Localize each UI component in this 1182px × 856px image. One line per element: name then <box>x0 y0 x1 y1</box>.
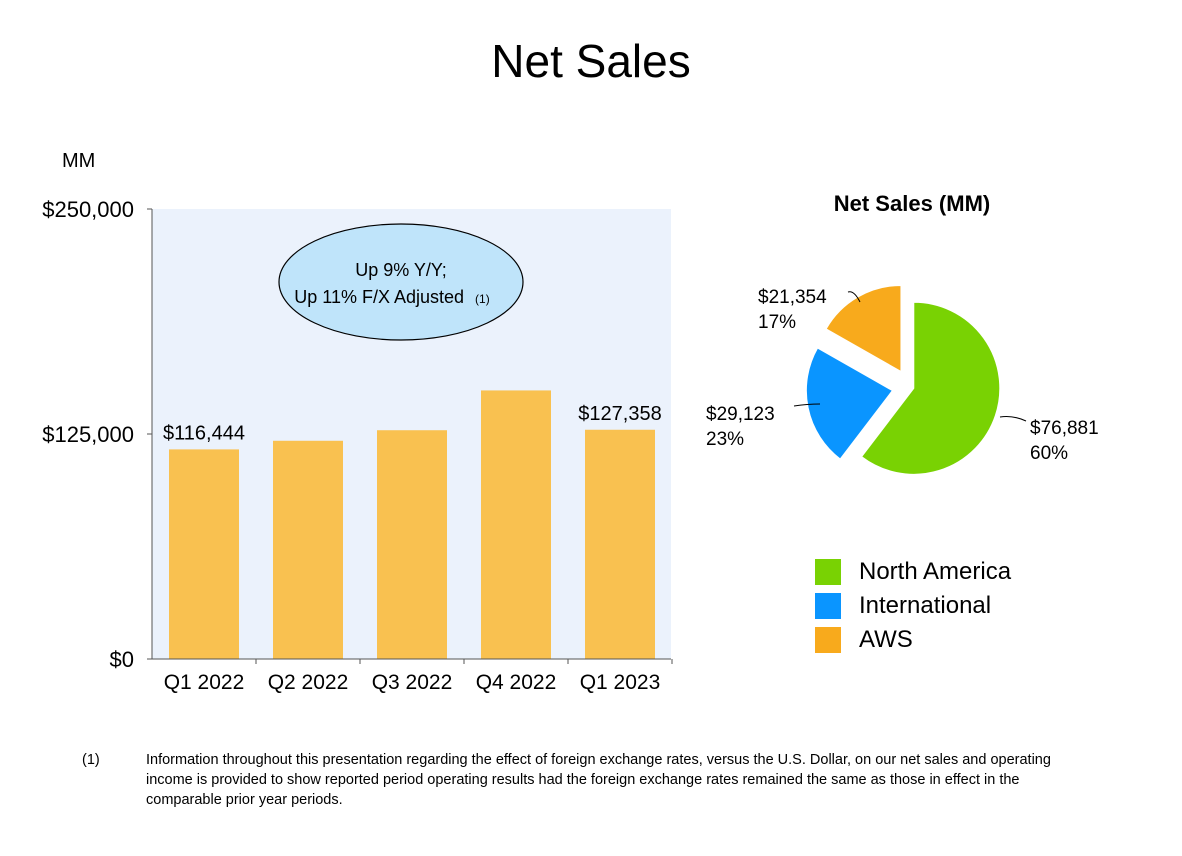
y-tick-label: $0 <box>110 647 134 672</box>
bar-q1-2022 <box>169 449 239 659</box>
annotation-ellipse <box>278 223 524 341</box>
legend-item-aws: AWS <box>815 623 1011 657</box>
pie-pct-label: 23% <box>706 429 744 450</box>
pie-slice-aws <box>825 284 902 373</box>
x-tick-label: Q1 2023 <box>580 671 661 694</box>
bar-chart: MM $0 $125,000 $250,000 Q1 2022 Q2 2022 Q3 2… <box>42 150 673 694</box>
pie-slice-international <box>805 347 894 460</box>
bar-data-label: $116,444 <box>163 422 245 444</box>
unit-label: MM <box>62 150 95 172</box>
pie-pct-label: 60% <box>1030 443 1068 464</box>
bar-q4-2022 <box>481 390 551 659</box>
pie-leader-line <box>847 291 861 303</box>
pie-value-label: $76,881 <box>1030 418 1099 439</box>
y-tick-label: $250,000 <box>42 197 134 222</box>
x-tick-label: Q2 2022 <box>268 671 349 694</box>
legend-swatch-north-america <box>815 559 841 585</box>
yoy-annotation: Up 9% Y/Y; Up 11% F/X Adjusted (1) <box>278 223 524 341</box>
footnote: (1) Information throughout this presenta… <box>82 750 1092 810</box>
legend-item-international: International <box>815 589 1011 623</box>
pie-chart: Net Sales (MM) $76,881 60% $29,123 23% $21,3… <box>706 191 1099 475</box>
bar-data-label: $127,358 <box>578 403 661 425</box>
bar-q2-2022 <box>273 440 343 659</box>
x-tick-label: Q3 2022 <box>372 671 453 694</box>
pie-title: Net Sales (MM) <box>834 191 990 216</box>
annotation-line-2: Up 11% F/X Adjusted (1) <box>294 287 489 307</box>
y-tick-label: $125,000 <box>42 422 134 447</box>
pie-slice-north-america <box>860 301 1001 475</box>
pie-leader-line <box>999 416 1027 422</box>
legend-swatch-international <box>815 593 841 619</box>
legend-label-aws: AWS <box>859 626 913 653</box>
pie-value-label: $29,123 <box>706 404 775 425</box>
bar-q1-2023 <box>585 429 655 659</box>
footnote-mark: (1) <box>82 752 100 768</box>
pie-value-label: $21,354 <box>758 287 827 308</box>
pie-legend: North America International AWS <box>815 555 1011 657</box>
footnote-text: Information throughout this presentation… <box>146 752 1051 808</box>
legend-item-north-america: North America <box>815 555 1011 589</box>
x-tick-label: Q4 2022 <box>476 671 557 694</box>
legend-label-international: International <box>859 592 992 619</box>
legend-label-north-america: North America <box>859 558 1012 585</box>
page-title: Net Sales <box>491 35 691 87</box>
pie-leader-line <box>793 403 821 407</box>
pie-pct-label: 17% <box>758 312 796 333</box>
x-tick-label: Q1 2022 <box>164 671 245 694</box>
bar-q3-2022 <box>377 430 447 659</box>
annotation-line-1: Up 9% Y/Y; <box>355 260 447 280</box>
legend-swatch-aws <box>815 627 841 653</box>
